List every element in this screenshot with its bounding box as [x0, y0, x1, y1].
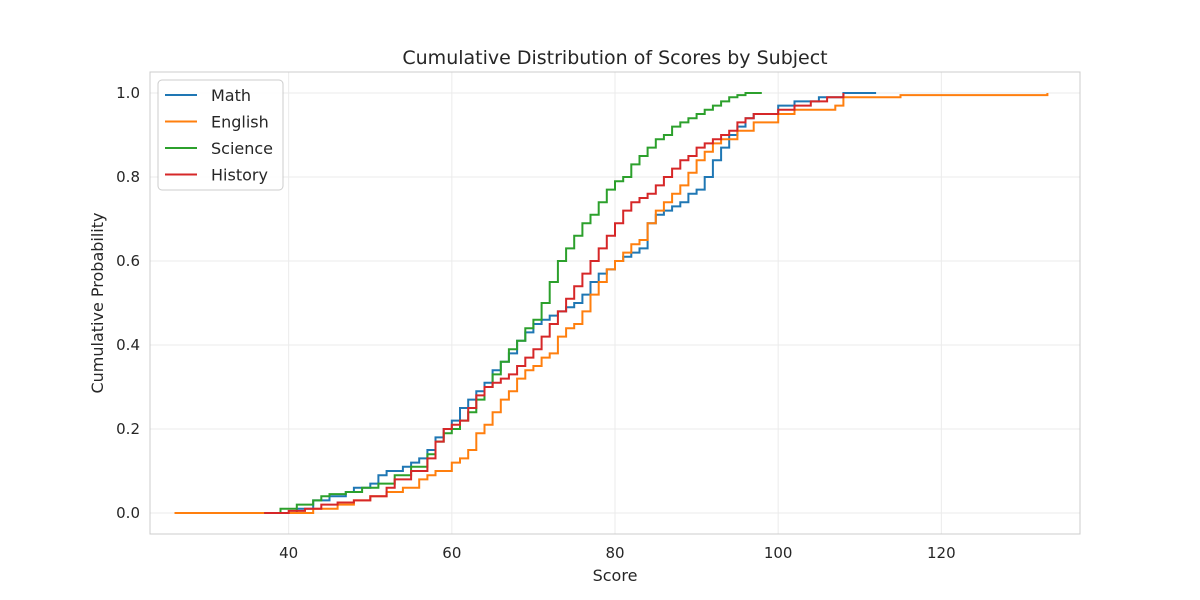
series-line-history — [264, 93, 845, 514]
series-lines — [174, 92, 1049, 514]
y-tick-label: 0.4 — [116, 336, 140, 354]
y-tick-label: 0.6 — [116, 252, 140, 270]
y-tick-label: 0.0 — [116, 504, 140, 522]
chart-title: Cumulative Distribution of Scores by Sub… — [402, 47, 827, 69]
legend-entry-math: Math — [211, 86, 251, 105]
x-tick-label: 120 — [927, 544, 956, 562]
series-line-english — [174, 93, 1049, 514]
y-tick-label: 0.2 — [116, 420, 140, 438]
legend: Math English Science History — [157, 79, 284, 191]
y-tick-label: 0.8 — [116, 168, 140, 186]
x-tick-label: 60 — [442, 544, 461, 562]
series-line-science — [264, 92, 762, 514]
legend-entry-history: History — [211, 166, 268, 185]
x-tick-label: 80 — [605, 544, 624, 562]
ticks: 40 60 80 100 120 0.0 0.2 0.4 0.6 0.8 1.0 — [116, 84, 955, 562]
x-axis-label: Score — [593, 566, 638, 585]
legend-entry-english: English — [211, 113, 269, 132]
legend-box — [157, 79, 284, 191]
x-tick-label: 100 — [764, 544, 793, 562]
grid — [150, 72, 1080, 534]
x-tick-label: 40 — [279, 544, 298, 562]
legend-entry-science: Science — [211, 139, 273, 158]
y-axis-label: Cumulative Probability — [88, 213, 107, 394]
plot-frame — [149, 71, 1081, 535]
y-tick-label: 1.0 — [116, 84, 140, 102]
